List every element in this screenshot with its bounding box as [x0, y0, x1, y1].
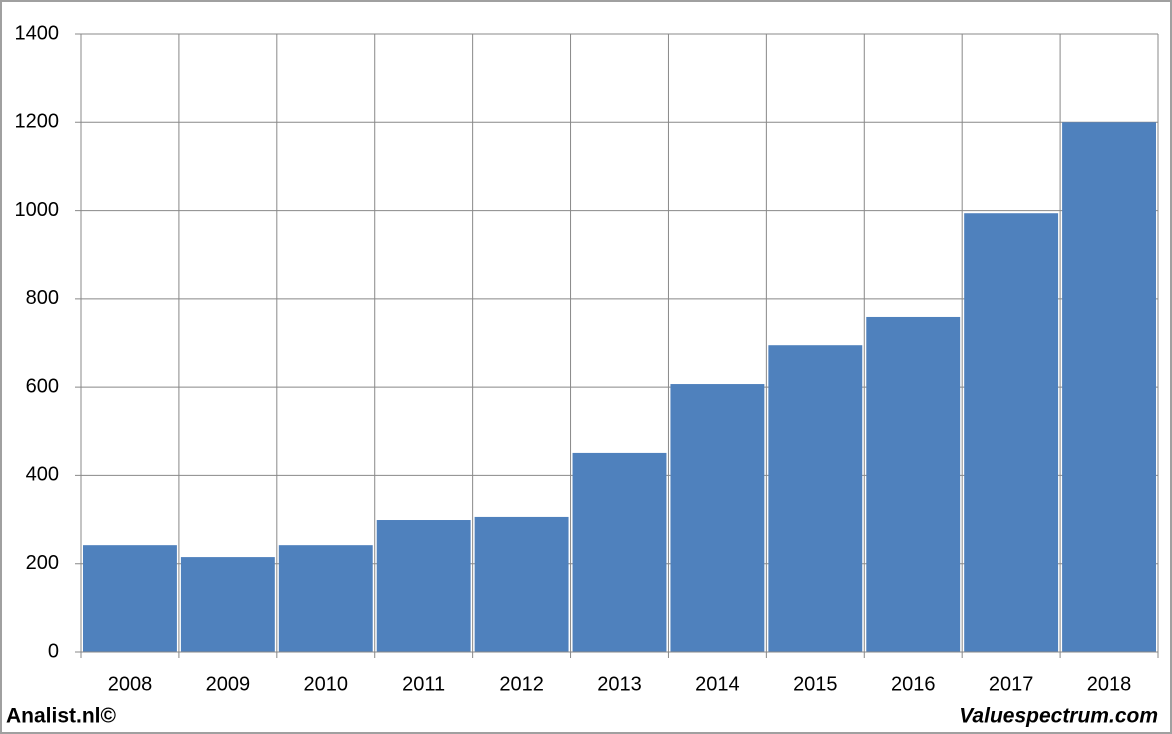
footer-right: Valuespectrum.com	[959, 705, 1158, 728]
bar	[83, 545, 177, 652]
bar	[376, 520, 471, 652]
bar	[572, 452, 667, 652]
y-tick-label: 1000	[15, 199, 60, 221]
bar	[866, 316, 961, 652]
x-tick-label: 2018	[1087, 673, 1132, 695]
bar	[1062, 122, 1156, 653]
x-tick-label: 2015	[793, 673, 838, 695]
bar	[474, 516, 569, 652]
x-tick-label: 2017	[989, 673, 1034, 695]
x-tick-label: 2008	[108, 673, 153, 695]
y-tick-label: 400	[26, 464, 59, 486]
x-tick-label: 2012	[499, 673, 544, 695]
bar	[768, 345, 863, 652]
bar	[180, 557, 275, 652]
bar	[670, 384, 765, 652]
y-tick-label: 1400	[15, 22, 60, 44]
y-tick-label: 800	[26, 287, 59, 309]
bar	[278, 545, 373, 652]
y-tick-label: 600	[26, 375, 59, 397]
x-tick-label: 2009	[206, 673, 251, 695]
y-tick-label: 1200	[15, 111, 60, 133]
bar	[964, 213, 1059, 652]
y-tick-label: 200	[26, 552, 59, 574]
x-tick-label: 2010	[304, 673, 349, 695]
x-tick-label: 2016	[891, 673, 936, 695]
y-tick-label: 0	[48, 640, 59, 662]
footer-left: Analist.nl©	[6, 705, 117, 728]
x-tick-label: 2014	[695, 673, 740, 695]
x-tick-label: 2011	[402, 673, 445, 695]
x-tick-label: 2013	[597, 673, 642, 695]
